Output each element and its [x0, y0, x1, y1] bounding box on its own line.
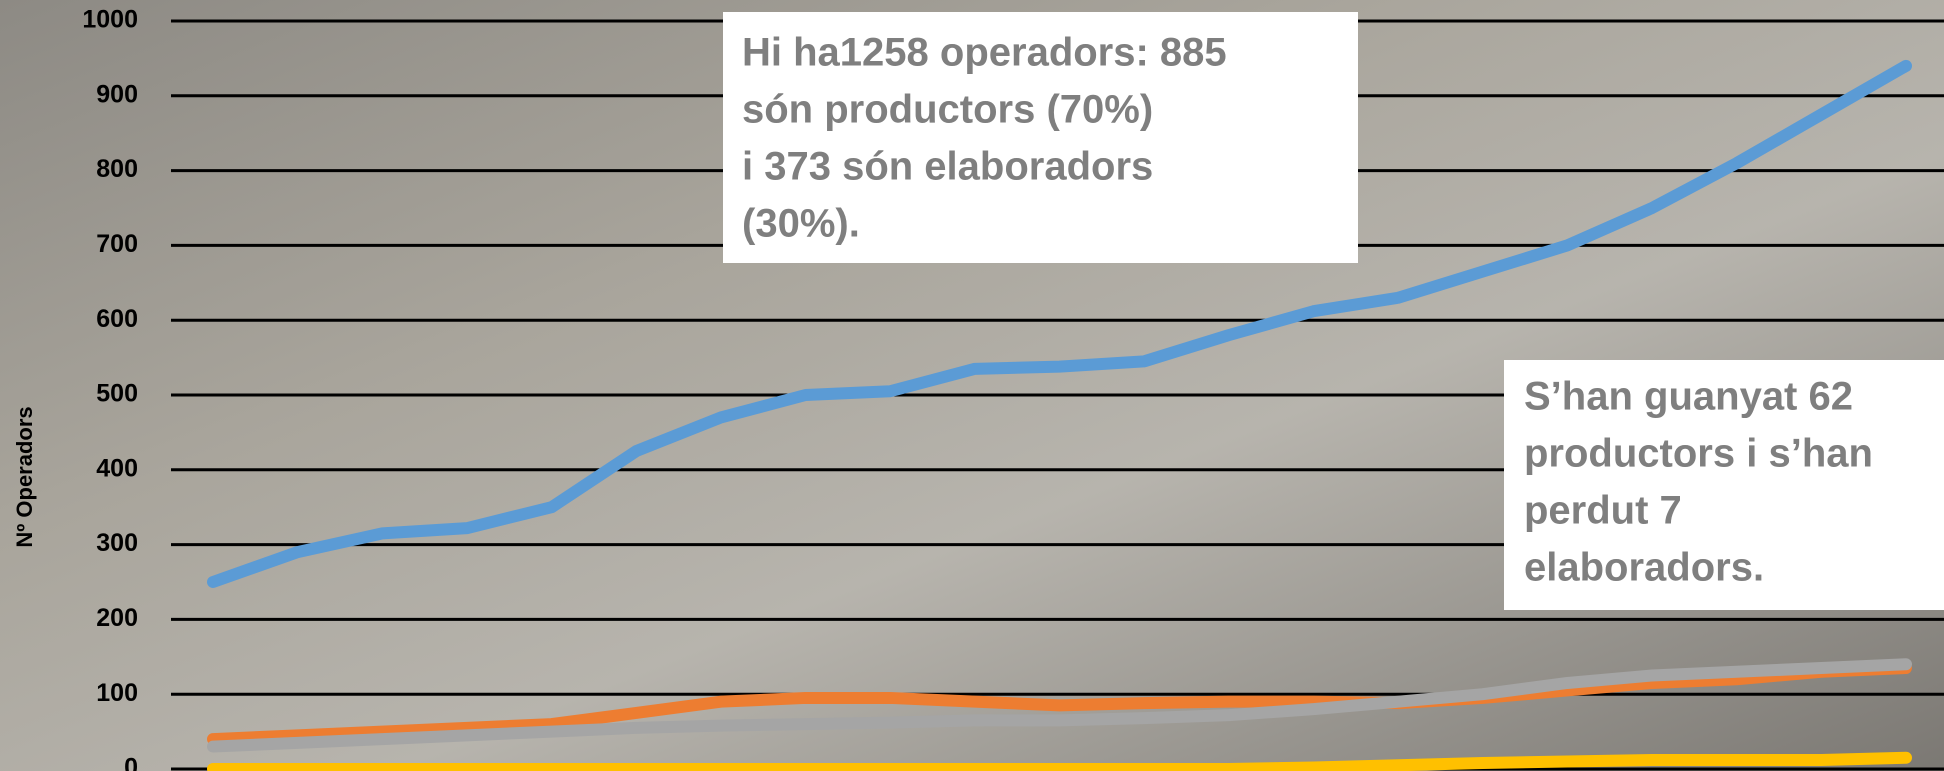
- annotation-text: perdut 7: [1524, 489, 1682, 533]
- series-line: [207, 59, 1912, 588]
- y-tick-label: 900: [96, 80, 138, 108]
- annotation-text: i 373 són elaboradors: [742, 145, 1153, 189]
- annotation-box: [1504, 360, 1944, 610]
- annotation-text: elaboradors.: [1524, 546, 1764, 590]
- y-tick-label: 400: [96, 454, 138, 482]
- y-tick-label: 200: [96, 604, 138, 632]
- y-tick-label: 800: [96, 155, 138, 183]
- y-tick-label: 100: [96, 679, 138, 707]
- series-line: [207, 751, 1912, 771]
- y-tick-label: 500: [96, 380, 138, 408]
- annotation-text: Hi ha1258 operadors: 885: [742, 31, 1227, 75]
- series-line: [207, 662, 1912, 746]
- y-tick-label: 0: [124, 754, 138, 771]
- y-tick-label: 600: [96, 305, 138, 333]
- annotation-text: (30%).: [742, 202, 860, 246]
- annotation-box: [723, 12, 1358, 263]
- annotation-text: productors i s’han: [1524, 432, 1873, 476]
- annotation-text: S’han guanyat 62: [1524, 375, 1853, 419]
- y-axis-label: Nº Operadors: [12, 406, 37, 547]
- annotation-text: són productors (70%): [742, 88, 1153, 132]
- y-tick-label: 700: [96, 230, 138, 258]
- y-tick-label: 1000: [82, 6, 138, 34]
- y-tick-label: 300: [96, 529, 138, 557]
- series-line: [207, 658, 1912, 753]
